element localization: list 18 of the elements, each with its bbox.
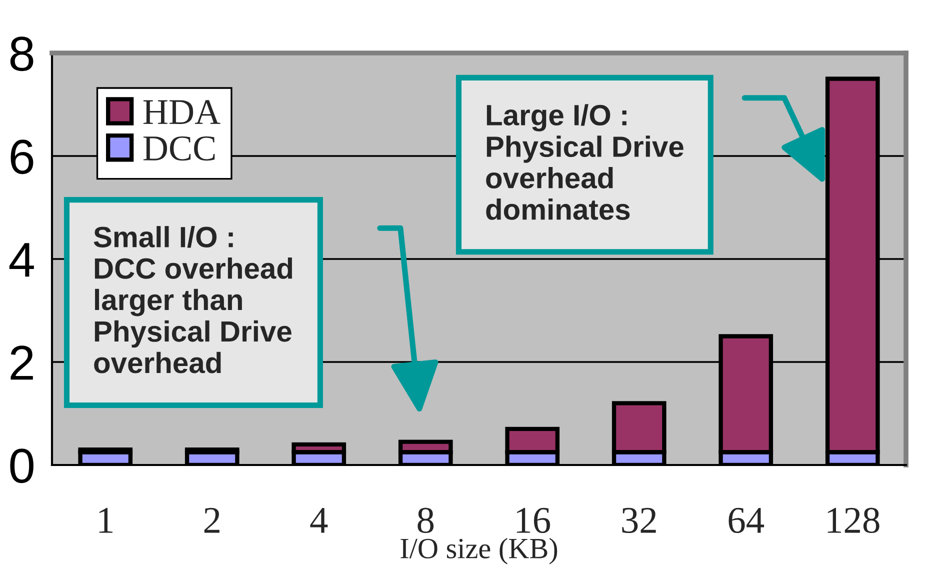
- y-tick-label: 6: [10, 140, 34, 174]
- x-tick-label: 2: [204, 508, 220, 533]
- x-axis-title: I/O size (KB): [400, 538, 558, 564]
- x-tick-label: 1: [99, 508, 112, 533]
- y-tick-label: 4: [9, 243, 34, 277]
- y-tick-label: 0: [10, 448, 34, 484]
- x-tick-label: 4: [310, 508, 328, 533]
- x-tick-label: 128: [828, 508, 880, 534]
- legend-label: HDA: [143, 100, 220, 124]
- x-tick-label: 8: [418, 508, 434, 534]
- x-tick-label: 32: [622, 508, 656, 534]
- legend-label: DCC: [143, 136, 215, 161]
- annotation: Large I/O : Physical Drive overhead dominates: [486, 104, 684, 220]
- annotation: Small I/O : DCC overhead larger than Physical Drive overhead: [94, 226, 292, 374]
- y-tick-label: 8: [10, 36, 34, 72]
- y-tick-label: 2: [10, 346, 33, 380]
- x-tick-label: 64: [728, 508, 764, 534]
- x-tick-label: 16: [516, 508, 550, 534]
